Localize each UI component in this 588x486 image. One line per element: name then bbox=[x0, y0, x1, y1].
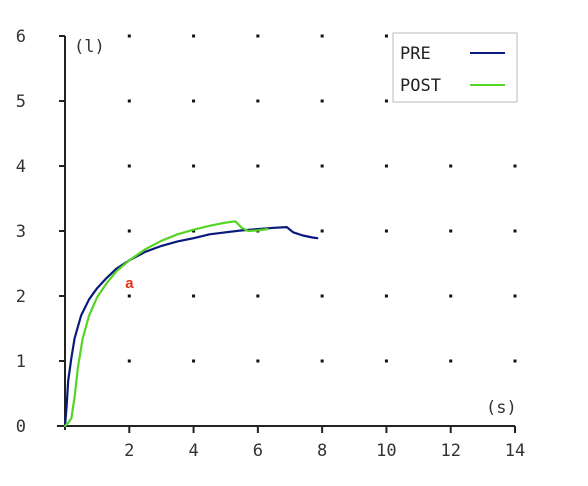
grid-dot bbox=[256, 99, 260, 103]
grid-dot bbox=[320, 99, 324, 103]
grid-dot bbox=[384, 164, 388, 168]
grid-dot bbox=[256, 164, 260, 168]
grid-dot bbox=[449, 359, 453, 363]
y-tick-label: 6 bbox=[16, 27, 26, 47]
grid-dot bbox=[127, 164, 131, 168]
grid-dot bbox=[192, 229, 196, 233]
grid-dot bbox=[513, 294, 517, 298]
grid-dot bbox=[384, 229, 388, 233]
legend-label-post: POST bbox=[400, 76, 441, 96]
grid-dot bbox=[513, 359, 517, 363]
grid-dot bbox=[449, 229, 453, 233]
legend-box bbox=[392, 32, 518, 103]
grid-dot bbox=[127, 294, 131, 298]
legend-label-pre: PRE bbox=[400, 44, 431, 64]
grid-dot bbox=[127, 99, 131, 103]
grid-dot bbox=[127, 359, 131, 363]
grid-dot bbox=[192, 34, 196, 38]
grid-dot bbox=[320, 294, 324, 298]
grid-dot bbox=[449, 164, 453, 168]
y-tick-label: 5 bbox=[16, 92, 26, 112]
y-tick-label: 3 bbox=[16, 222, 26, 242]
x-tick-label: 10 bbox=[376, 441, 396, 461]
grid-dot bbox=[320, 34, 324, 38]
grid-dot bbox=[127, 34, 131, 38]
grid-dot bbox=[256, 359, 260, 363]
annotation-label: a bbox=[125, 275, 134, 292]
grid-dot bbox=[513, 164, 517, 168]
annotations: a bbox=[125, 275, 134, 292]
grid-dot bbox=[256, 294, 260, 298]
series-lines bbox=[63, 220, 319, 428]
grid-dot bbox=[320, 229, 324, 233]
x-tick-label: 2 bbox=[124, 441, 134, 461]
grid-dot bbox=[384, 99, 388, 103]
y-tick-label: 2 bbox=[16, 287, 26, 307]
y-axis-label: (l) bbox=[74, 37, 105, 57]
grid-dot bbox=[384, 359, 388, 363]
x-tick-label: 4 bbox=[188, 441, 198, 461]
series-line-pre bbox=[63, 226, 319, 428]
grid-dot bbox=[192, 164, 196, 168]
grid-dot bbox=[449, 294, 453, 298]
grid-dot bbox=[384, 34, 388, 38]
x-tick-label: 8 bbox=[317, 441, 327, 461]
grid-dot bbox=[513, 229, 517, 233]
y-tick-label: 0 bbox=[16, 417, 26, 437]
y-tick-label: 4 bbox=[16, 157, 26, 177]
grid-dot bbox=[320, 164, 324, 168]
y-tick-label: 1 bbox=[16, 352, 26, 372]
legend: PRE POST bbox=[392, 32, 518, 103]
x-tick-label: 6 bbox=[253, 441, 263, 461]
x-tick-label: 14 bbox=[505, 441, 525, 461]
grid-dot bbox=[256, 34, 260, 38]
grid-dot bbox=[320, 359, 324, 363]
series-line-post bbox=[63, 220, 269, 428]
grid-dot bbox=[384, 294, 388, 298]
grid-dot bbox=[192, 99, 196, 103]
x-axis-label: (s) bbox=[486, 398, 517, 418]
grid-dot bbox=[127, 229, 131, 233]
grid-dot bbox=[192, 359, 196, 363]
grid-dot bbox=[192, 294, 196, 298]
x-tick-label: 12 bbox=[440, 441, 460, 461]
